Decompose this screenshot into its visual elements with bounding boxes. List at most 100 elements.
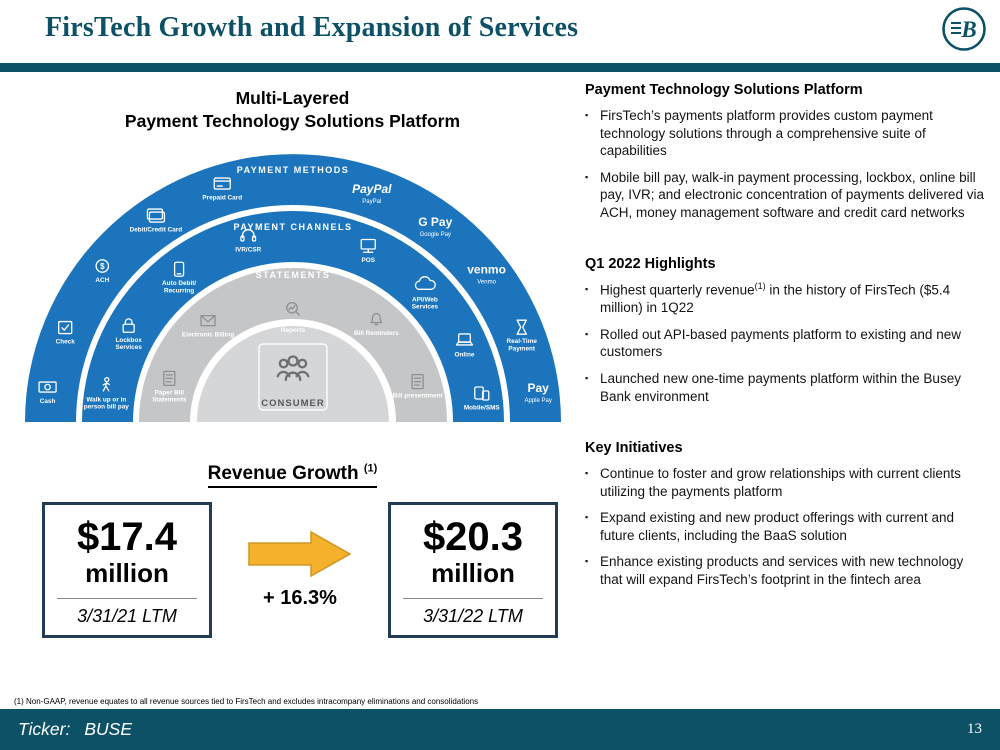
pos-icon	[360, 238, 376, 253]
section-heading: Payment Technology Solutions Platform	[585, 82, 863, 98]
bullet-text: Highest quarterly revenue(1) in the hist…	[600, 281, 951, 316]
svg-text:Mobile/SMS: Mobile/SMS	[464, 404, 501, 411]
ring-label: PAYMENT METHODS	[237, 165, 350, 175]
consumer-semicircle	[197, 326, 389, 422]
ring-statements	[139, 268, 447, 422]
brand-logo-apple-pay: Pay	[527, 381, 549, 395]
revenue-before-amount: $17.4	[76, 515, 178, 559]
svg-text:Bill Reminders: Bill Reminders	[354, 330, 399, 337]
revenue-after-unit: million	[431, 557, 515, 588]
diagram-title-line2: Payment Technology Solutions Platform	[124, 110, 461, 131]
revenue-after-period: 3/31/22 LTM	[403, 597, 543, 627]
svg-text:Venmo: Venmo	[477, 279, 496, 285]
growth-percent: + 16.3%	[263, 586, 337, 609]
consumer-frame	[258, 343, 328, 411]
headset-icon	[240, 229, 257, 242]
right-column: Payment Technology Solutions Platform ▪ Fi…	[585, 82, 987, 623]
right-arrow-icon	[248, 530, 352, 578]
svg-text:Cash: Cash	[40, 398, 56, 405]
growth-arrow-block: + 16.3%	[225, 530, 375, 610]
bullet-item: ▪ Rolled out API-based payments platform …	[585, 326, 987, 361]
bullet-text: Expand existing and new product offering…	[600, 510, 954, 543]
revenue-before-box: $17.4 million 3/31/21 LTM	[42, 502, 212, 638]
bullet-marker-icon: ▪	[585, 372, 589, 383]
bullet-text: Rolled out API-based payments platform t…	[600, 326, 961, 360]
revenue-before-unit: million	[85, 557, 169, 588]
svg-text:$: $	[100, 262, 105, 271]
hourglass-icon	[516, 319, 527, 335]
revenue-comparison: $17.4 million 3/31/21 LTM + 16.3% $20.3 …	[42, 502, 558, 638]
header-divider-bar	[0, 63, 1000, 72]
section-heading: Key Initiatives	[585, 440, 683, 457]
bullet-item: ▪ Continue to foster and grow relationshi…	[585, 465, 987, 500]
right-section: Payment Technology Solutions Platform ▪ Fi…	[585, 82, 987, 221]
svg-text:Debit/Credit Card: Debit/Credit Card	[130, 227, 183, 234]
brand-logo-paypal: PayPal	[352, 182, 392, 196]
svg-text:Apple Pay: Apple Pay	[524, 398, 551, 404]
laptop-icon	[455, 333, 474, 346]
check-icon	[58, 320, 73, 335]
svg-text:Google Pay: Google Pay	[420, 232, 451, 238]
bullet-item: ▪ Mobile bill pay, walk-in payment proces…	[585, 169, 987, 222]
busey-logo-icon: B	[940, 5, 988, 58]
revenue-after-amount: $20.3	[422, 515, 524, 559]
revenue-after-box: $20.3 million 3/31/22 LTM	[388, 502, 558, 638]
svg-text:ACH: ACH	[95, 277, 109, 284]
svg-text:Prepaid Card: Prepaid Card	[202, 195, 242, 202]
bullet-marker-icon: ▪	[585, 556, 589, 567]
people-icon	[276, 355, 310, 382]
right-section: Key Initiatives ▪ Continue to foster and g…	[585, 440, 987, 588]
bullet-item: ▪ Launched new one-time payments platform…	[585, 370, 987, 405]
bullet-marker-icon: ▪	[585, 110, 589, 120]
footnote: (1) Non-GAAP, revenue equates to all rev…	[14, 697, 479, 706]
phone-icon	[173, 261, 185, 277]
diagram-title: Multi-Layered Payment Technology Solutio…	[20, 87, 565, 133]
platform-diagram-svg: PAYMENT METHODS Prepaid Card Debit/Credit …	[25, 154, 561, 422]
ring-payment-channels	[82, 211, 504, 422]
ticker-value: BUSE	[84, 719, 133, 739]
revenue-growth-heading: Revenue Growth (1)	[20, 463, 565, 489]
bullet-text: FirsTech’s payments platform provides cu…	[600, 108, 933, 159]
svg-text:Auto Debit/Recurring: Auto Debit/Recurring	[162, 280, 196, 294]
bullet-item: ▪ Highest quarterly revenue(1) in the his…	[585, 281, 987, 317]
consumer-label: CONSUMER	[261, 398, 324, 409]
doc-icon	[163, 370, 176, 387]
bullet-marker-icon: ▪	[585, 512, 589, 523]
bullet-text: Enhance existing products and services w…	[600, 554, 964, 587]
ticker-label: Ticker:	[18, 719, 71, 739]
walk-icon	[102, 376, 110, 392]
platform-diagram: PAYMENT METHODS Prepaid Card Debit/Credit …	[13, 140, 573, 434]
ring-label: PAYMENT CHANNELS	[233, 222, 352, 232]
right-section: Q1 2022 Highlights ▪ Highest quarterly rev…	[585, 256, 987, 405]
bell-icon	[370, 312, 383, 326]
bullet-marker-icon: ▪	[585, 284, 589, 295]
bullet-text: Mobile bill pay, walk-in payment process…	[600, 169, 984, 220]
card-icon	[213, 177, 231, 190]
cloud-icon	[414, 276, 436, 290]
revenue-growth-heading-text: Revenue Growth	[207, 463, 364, 485]
bullet-marker-icon: ▪	[585, 171, 589, 182]
svg-text:Check: Check	[56, 339, 76, 346]
bullet-marker-icon: ▪	[585, 328, 589, 339]
bullet-item: ▪ FirsTech’s payments platform provides c…	[585, 107, 987, 160]
logo-letter: B	[960, 17, 976, 42]
revenue-growth-heading-footref: (1)	[363, 463, 378, 475]
ach-icon: $	[95, 259, 110, 273]
svg-text:Bill presentment: Bill presentment	[393, 393, 444, 400]
lock-icon	[122, 318, 135, 333]
envelope-icon	[200, 314, 216, 327]
cash-icon	[38, 381, 57, 393]
mobile-icon	[474, 386, 490, 401]
brand-logo-google-pay: G Pay	[418, 215, 452, 229]
ticker: Ticker: BUSE	[18, 719, 132, 740]
bullet-text: Launched new one-time payments platform …	[600, 370, 961, 404]
section-heading: Q1 2022 Highlights	[585, 256, 716, 273]
diagram-title-line1: Multi-Layered	[235, 88, 350, 108]
svg-text:IVR/CSR: IVR/CSR	[235, 246, 261, 253]
